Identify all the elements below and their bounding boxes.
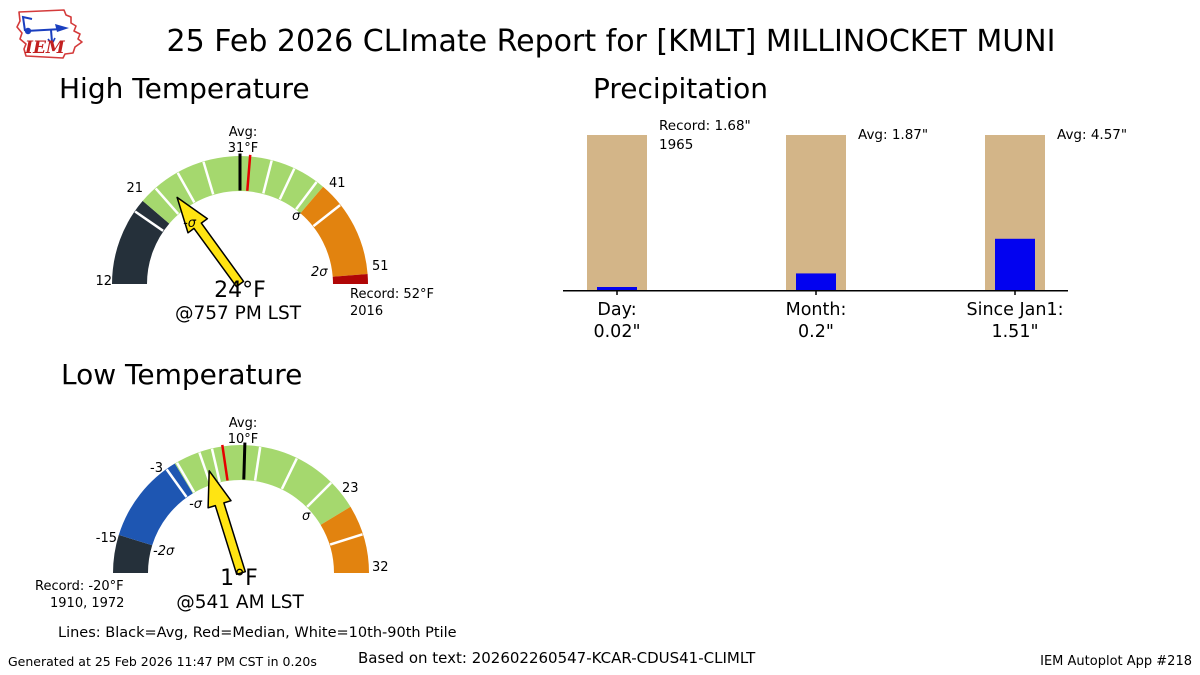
high-temp-title: High Temperature — [59, 72, 310, 105]
gauge-label: 21 — [126, 181, 143, 196]
precip-bar — [597, 287, 637, 290]
gauge-label: @757 PM LST — [175, 303, 302, 324]
low-temp-title: Low Temperature — [61, 358, 303, 391]
based-on-text: Based on text: 202602260547-KCAR-CDUS41-… — [358, 649, 756, 667]
climo-bar — [587, 135, 647, 290]
gauge-label: Record: -20°F — [35, 579, 124, 594]
precip-bar — [796, 273, 836, 290]
percentile-line — [253, 446, 262, 481]
percentile-line — [175, 462, 196, 493]
gauge-needle — [207, 470, 247, 576]
logo-text: IEM — [24, 38, 66, 58]
weather-vane-icon — [21, 15, 63, 46]
percentile-line — [202, 161, 215, 195]
gauge-label: Avg: — [229, 416, 257, 431]
gauge-segment — [300, 186, 368, 277]
gauge-label: -σ — [189, 497, 203, 512]
percentile-line — [154, 187, 180, 215]
gauge-label: 2016 — [350, 304, 383, 319]
gauge-label: 32 — [372, 560, 389, 575]
gauge-segment — [332, 274, 368, 284]
percentile-line — [278, 168, 296, 200]
precip-bar — [995, 238, 1035, 290]
avg-line — [242, 442, 247, 480]
percentile-line — [165, 468, 188, 498]
gauge-segment — [112, 200, 170, 284]
precip-title: Precipitation — [593, 72, 769, 105]
page-title: 25 Feb 2026 CLImate Report for [KMLT] MI… — [166, 24, 1056, 59]
gauge-label: -3 — [150, 461, 163, 476]
percentile-line — [329, 533, 363, 546]
percentile-line — [262, 160, 273, 194]
gauge-label: -2σ — [153, 544, 175, 559]
gauge-label: -σ — [183, 216, 197, 231]
bar-category-label: Since Jan1: — [966, 300, 1063, 320]
gauge-label: 10°F — [228, 432, 259, 447]
bar-value-label: 0.2" — [798, 322, 834, 342]
gauge-label: 31°F — [228, 141, 259, 156]
climo-annotation: Avg: 4.57" — [1057, 127, 1127, 143]
gauge-label: 51 — [372, 259, 389, 274]
gauge-segment — [174, 445, 351, 525]
gauge-label: 12 — [95, 274, 112, 289]
bar-value-label: 0.02" — [593, 322, 640, 342]
percentile-line — [210, 448, 221, 483]
median-line — [221, 444, 229, 481]
gauge-label: 24°F — [214, 278, 266, 303]
lines-legend: Lines: Black=Avg, Red=Median, White=10th… — [58, 625, 457, 641]
gauge-label: 1°F — [220, 566, 258, 591]
climo-annotation: Avg: 1.87" — [858, 127, 928, 143]
vane-hub-icon — [24, 27, 32, 35]
climo-annotation: Record: 1.68" — [659, 118, 751, 134]
percentile-line — [134, 210, 164, 232]
vane-arrow-icon — [55, 24, 69, 32]
climo-bar — [786, 135, 846, 290]
gauge-label: 2σ — [311, 265, 328, 280]
bar-value-label: 1.51" — [991, 322, 1038, 342]
gauge-label: 41 — [329, 176, 346, 191]
gauge-segment — [113, 534, 153, 573]
percentile-line — [176, 172, 196, 204]
app-credit: IEM Autoplot App #218 — [1040, 654, 1192, 669]
iem-logo: IEM — [16, 9, 83, 59]
percentile-line — [295, 181, 318, 210]
percentile-line — [312, 204, 341, 228]
bar-category-label: Month: — [786, 300, 847, 320]
climo-annotation: 1965 — [659, 137, 693, 153]
gauge-label: -15 — [96, 531, 117, 546]
bar-category-label: Day: — [597, 300, 636, 320]
gauge-label: Record: 52°F — [350, 287, 434, 302]
gauge-label: σ — [302, 509, 311, 524]
median-line — [246, 154, 252, 191]
gauge-label: 23 — [342, 481, 359, 496]
generated-text: Generated at 25 Feb 2026 11:47 PM CST in… — [8, 654, 317, 669]
gauge-label: 1910, 1972 — [50, 596, 124, 611]
iowa-outline-icon — [16, 9, 83, 59]
gauge-label: Avg: — [229, 125, 257, 140]
gauge-segment — [118, 463, 193, 546]
gauge-label: σ — [292, 209, 301, 224]
gauge-needle — [176, 196, 245, 288]
gauge-label: @541 AM LST — [176, 592, 304, 613]
percentile-line — [306, 481, 333, 508]
percentile-line — [280, 457, 298, 490]
